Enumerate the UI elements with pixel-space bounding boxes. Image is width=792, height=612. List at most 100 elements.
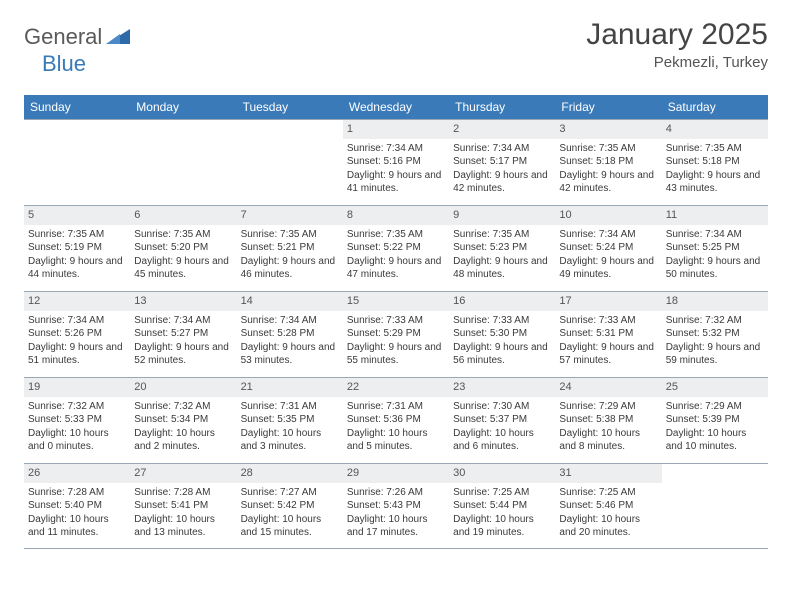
sunrise-text: Sunrise: 7:35 AM bbox=[559, 142, 657, 156]
sunset-text: Sunset: 5:18 PM bbox=[666, 155, 764, 169]
day-number: 31 bbox=[555, 464, 661, 483]
day-number: 4 bbox=[662, 120, 768, 139]
brand-word2: Blue bbox=[42, 51, 86, 77]
day-number: 24 bbox=[555, 378, 661, 397]
calendar-cell: 6Sunrise: 7:35 AMSunset: 5:20 PMDaylight… bbox=[130, 205, 236, 291]
day-number: 30 bbox=[449, 464, 555, 483]
day-number: 19 bbox=[24, 378, 130, 397]
daylight-text: Daylight: 9 hours and 42 minutes. bbox=[559, 169, 657, 196]
daylight-text: Daylight: 9 hours and 49 minutes. bbox=[559, 255, 657, 282]
calendar-cell: 14 Sunrise: 7:34 AMSunset: 5:28 PMDayligh… bbox=[237, 291, 343, 377]
day-header: Monday bbox=[130, 95, 236, 119]
day-number: 18 bbox=[662, 292, 768, 311]
sunset-text: Sunset: 5:32 PM bbox=[666, 327, 764, 341]
daylight-text: Daylight: 9 hours and 41 minutes. bbox=[347, 169, 445, 196]
sunset-text: Sunset: 5:30 PM bbox=[453, 327, 551, 341]
daylight-text: Daylight: 10 hours and 0 minutes. bbox=[28, 427, 126, 454]
calendar-cell: 1Sunrise: 7:34 AMSunset: 5:16 PMDaylight… bbox=[343, 119, 449, 205]
daylight-text: Daylight: 9 hours and 55 minutes. bbox=[347, 341, 445, 368]
sunrise-text: Sunrise: 7:35 AM bbox=[241, 228, 339, 242]
calendar-cell bbox=[662, 463, 768, 549]
sunrise-text: Sunrise: 7:35 AM bbox=[347, 228, 445, 242]
calendar-cell: 10Sunrise: 7:34 AMSunset: 5:24 PMDayligh… bbox=[555, 205, 661, 291]
sunrise-text: Sunrise: 7:28 AM bbox=[134, 486, 232, 500]
day-header: Friday bbox=[555, 95, 661, 119]
daylight-text: Daylight: 10 hours and 20 minutes. bbox=[559, 513, 657, 540]
sunset-text: Sunset: 5:21 PM bbox=[241, 241, 339, 255]
day-number: 7 bbox=[237, 206, 343, 225]
sunrise-text: Sunrise: 7:35 AM bbox=[28, 228, 126, 242]
sunset-text: Sunset: 5:35 PM bbox=[241, 413, 339, 427]
daylight-text: Daylight: 9 hours and 48 minutes. bbox=[453, 255, 551, 282]
calendar-cell bbox=[237, 119, 343, 205]
calendar-cell: 22Sunrise: 7:31 AMSunset: 5:36 PMDayligh… bbox=[343, 377, 449, 463]
day-number: 23 bbox=[449, 378, 555, 397]
sunrise-text: Sunrise: 7:29 AM bbox=[666, 400, 764, 414]
sunset-text: Sunset: 5:26 PM bbox=[28, 327, 126, 341]
sunrise-text: Sunrise: 7:32 AM bbox=[666, 314, 764, 328]
daylight-text: Daylight: 9 hours and 56 minutes. bbox=[453, 341, 551, 368]
day-number: 25 bbox=[662, 378, 768, 397]
day-number: 14 bbox=[237, 292, 343, 311]
calendar-cell: 19 Sunrise: 7:32 AMSunset: 5:33 PMDayligh… bbox=[24, 377, 130, 463]
sunrise-text: Sunrise: 7:26 AM bbox=[347, 486, 445, 500]
day-header: Wednesday bbox=[343, 95, 449, 119]
daylight-text: Daylight: 9 hours and 50 minutes. bbox=[666, 255, 764, 282]
daylight-text: Daylight: 10 hours and 11 minutes. bbox=[28, 513, 126, 540]
daylight-text: Daylight: 9 hours and 42 minutes. bbox=[453, 169, 551, 196]
sunrise-text: Sunrise: 7:33 AM bbox=[453, 314, 551, 328]
sunrise-text: Sunrise: 7:28 AM bbox=[28, 486, 126, 500]
sunset-text: Sunset: 5:34 PM bbox=[134, 413, 232, 427]
sunrise-text: Sunrise: 7:34 AM bbox=[134, 314, 232, 328]
day-number: 22 bbox=[343, 378, 449, 397]
sunrise-text: Sunrise: 7:34 AM bbox=[559, 228, 657, 242]
calendar-cell: 2Sunrise: 7:34 AMSunset: 5:17 PMDaylight… bbox=[449, 119, 555, 205]
calendar-cell: 30Sunrise: 7:25 AMSunset: 5:44 PMDayligh… bbox=[449, 463, 555, 549]
calendar-cell: 3Sunrise: 7:35 AMSunset: 5:18 PMDaylight… bbox=[555, 119, 661, 205]
calendar-cell: 20Sunrise: 7:32 AMSunset: 5:34 PMDayligh… bbox=[130, 377, 236, 463]
sunset-text: Sunset: 5:24 PM bbox=[559, 241, 657, 255]
sunrise-text: Sunrise: 7:35 AM bbox=[666, 142, 764, 156]
daylight-text: Daylight: 9 hours and 53 minutes. bbox=[241, 341, 339, 368]
day-header: Saturday bbox=[662, 95, 768, 119]
sunset-text: Sunset: 5:33 PM bbox=[28, 413, 126, 427]
sunrise-text: Sunrise: 7:34 AM bbox=[666, 228, 764, 242]
location: Pekmezli, Turkey bbox=[586, 54, 768, 71]
calendar-cell: 9Sunrise: 7:35 AMSunset: 5:23 PMDaylight… bbox=[449, 205, 555, 291]
daylight-text: Daylight: 9 hours and 47 minutes. bbox=[347, 255, 445, 282]
daylight-text: Daylight: 10 hours and 17 minutes. bbox=[347, 513, 445, 540]
sunrise-text: Sunrise: 7:32 AM bbox=[134, 400, 232, 414]
calendar-cell: 24 Sunrise: 7:29 AMSunset: 5:38 PMDayligh… bbox=[555, 377, 661, 463]
day-number: 27 bbox=[130, 464, 236, 483]
sunset-text: Sunset: 5:41 PM bbox=[134, 499, 232, 513]
daylight-text: Daylight: 10 hours and 3 minutes. bbox=[241, 427, 339, 454]
sunrise-text: Sunrise: 7:34 AM bbox=[347, 142, 445, 156]
sunset-text: Sunset: 5:18 PM bbox=[559, 155, 657, 169]
daylight-text: Daylight: 10 hours and 8 minutes. bbox=[559, 427, 657, 454]
daylight-text: Daylight: 10 hours and 5 minutes. bbox=[347, 427, 445, 454]
sunrise-text: Sunrise: 7:32 AM bbox=[28, 400, 126, 414]
daylight-text: Daylight: 10 hours and 13 minutes. bbox=[134, 513, 232, 540]
sunset-text: Sunset: 5:42 PM bbox=[241, 499, 339, 513]
day-header: Sunday bbox=[24, 95, 130, 119]
sunset-text: Sunset: 5:39 PM bbox=[666, 413, 764, 427]
daylight-text: Daylight: 9 hours and 57 minutes. bbox=[559, 341, 657, 368]
sunset-text: Sunset: 5:40 PM bbox=[28, 499, 126, 513]
calendar-cell: 27 Sunrise: 7:28 AMSunset: 5:41 PMDayligh… bbox=[130, 463, 236, 549]
daylight-text: Daylight: 10 hours and 15 minutes. bbox=[241, 513, 339, 540]
sunset-text: Sunset: 5:28 PM bbox=[241, 327, 339, 341]
daylight-text: Daylight: 10 hours and 6 minutes. bbox=[453, 427, 551, 454]
sunset-text: Sunset: 5:25 PM bbox=[666, 241, 764, 255]
calendar-cell bbox=[24, 119, 130, 205]
sunset-text: Sunset: 5:17 PM bbox=[453, 155, 551, 169]
sunrise-text: Sunrise: 7:29 AM bbox=[559, 400, 657, 414]
sunrise-text: Sunrise: 7:30 AM bbox=[453, 400, 551, 414]
sunset-text: Sunset: 5:36 PM bbox=[347, 413, 445, 427]
sunset-text: Sunset: 5:38 PM bbox=[559, 413, 657, 427]
day-number: 17 bbox=[555, 292, 661, 311]
calendar-grid: SundayMondayTuesdayWednesdayThursdayFrid… bbox=[24, 95, 768, 549]
sunset-text: Sunset: 5:31 PM bbox=[559, 327, 657, 341]
day-number: 5 bbox=[24, 206, 130, 225]
sunrise-text: Sunrise: 7:34 AM bbox=[241, 314, 339, 328]
calendar-cell: 7Sunrise: 7:35 AMSunset: 5:21 PMDaylight… bbox=[237, 205, 343, 291]
